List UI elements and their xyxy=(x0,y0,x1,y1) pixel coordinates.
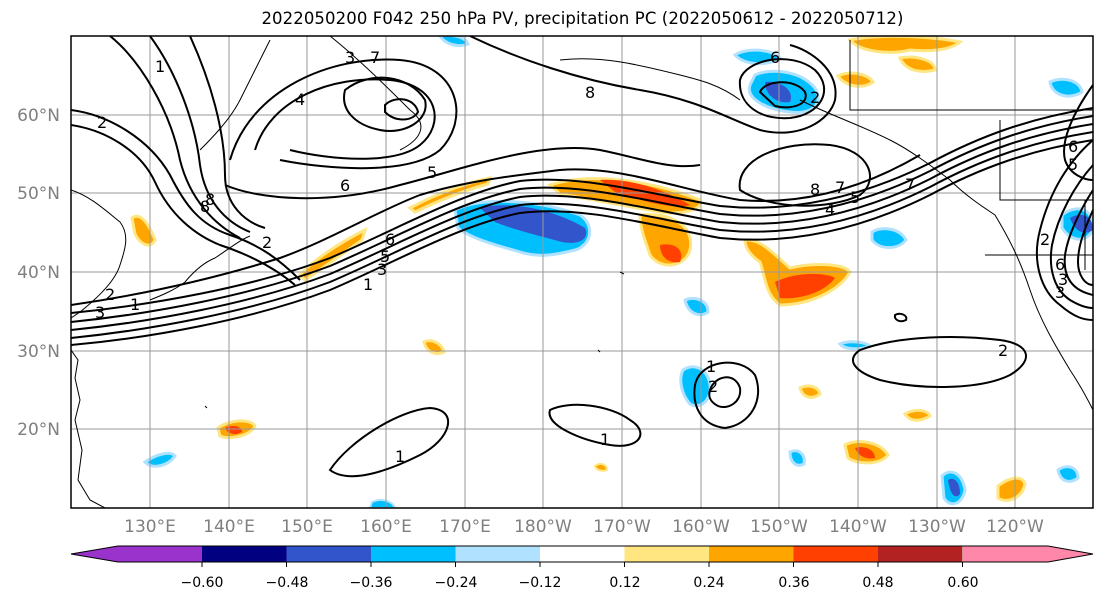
contour-label: 3 xyxy=(1055,283,1065,302)
colorbar-tick-label: −0.60 xyxy=(181,575,224,591)
graticule xyxy=(71,36,1093,508)
colorbar-segment xyxy=(286,546,371,562)
colorbar-segments xyxy=(70,545,1094,563)
contour-label: 1 xyxy=(130,295,140,314)
colorbar-tick-label: 0.48 xyxy=(862,575,893,591)
colorbar-tick-label: 0.60 xyxy=(947,575,978,591)
contour-label: 1 xyxy=(600,430,610,449)
longitude-labels: 130°E 140°E 150°E 160°E 170°E 180°W 170°… xyxy=(124,517,1044,537)
coastlines xyxy=(71,36,1093,508)
colorbar-outline xyxy=(70,545,1094,563)
contour-label: 6 xyxy=(1068,137,1078,156)
contour-label: 1 xyxy=(363,275,373,294)
lat-label: 30°N xyxy=(17,342,60,362)
colorbar-segment xyxy=(202,546,287,562)
colorbar-segment xyxy=(455,546,540,562)
contour-label: 1 xyxy=(155,57,165,76)
contour-label: 7 xyxy=(905,175,915,194)
contour-label: 3 xyxy=(377,260,387,279)
contour-label: 2 xyxy=(262,233,272,252)
contour-label: 8 xyxy=(200,197,210,216)
contour-label: 2 xyxy=(708,377,718,396)
contour-label: 5 xyxy=(1068,155,1078,174)
contour-label: 1 xyxy=(395,447,405,466)
colorbar-segment xyxy=(371,546,456,562)
lon-label: 150°E xyxy=(281,517,333,537)
lon-label: 140°W xyxy=(829,517,887,537)
colorbar-extend-low xyxy=(71,546,202,562)
colorbar-tick-label: −0.24 xyxy=(435,575,478,591)
contour-label: 2 xyxy=(105,285,115,304)
contour-label: 2 xyxy=(810,88,820,107)
latitude-labels: 60°N 50°N 40°N 30°N 20°N xyxy=(17,106,60,440)
colorbar-segment xyxy=(540,546,625,562)
lat-label: 50°N xyxy=(17,184,60,204)
contour-label: 4 xyxy=(295,90,305,109)
lon-label: 170°W xyxy=(593,517,651,537)
lon-label: 180°W xyxy=(514,517,572,537)
map-title: 2022050200 F042 250 hPa PV, precipitatio… xyxy=(261,9,904,28)
lon-label: 130°E xyxy=(124,517,176,537)
contour-label: 8 xyxy=(205,190,215,209)
colorbar-ticks xyxy=(201,562,963,567)
colorbar-segment xyxy=(624,546,709,562)
colorbar-segment xyxy=(793,546,878,562)
contour-label: 6 xyxy=(1055,255,1065,274)
contour-label: 7 xyxy=(835,178,845,197)
contour-label: 5 xyxy=(380,247,390,266)
colorbar-tick-labels: −0.60 −0.48 −0.36 −0.24 −0.12 0.12 0.24 … xyxy=(181,575,979,591)
lon-label: 160°E xyxy=(360,517,412,537)
contour-label: 3 xyxy=(95,303,105,322)
lat-label: 60°N xyxy=(17,106,60,126)
colorbar-extend-high xyxy=(963,546,1093,562)
lon-label: 130°W xyxy=(908,517,966,537)
contour-label: 2 xyxy=(97,113,107,132)
lat-label: 20°N xyxy=(17,420,60,440)
colorbar-tick-label: 0.24 xyxy=(693,575,724,591)
lon-label: 150°W xyxy=(750,517,808,537)
pv-contours xyxy=(71,36,1093,478)
contour-label: 4 xyxy=(825,200,835,219)
colorbar-tick-label: 0.36 xyxy=(778,575,809,591)
contour-label: 1 xyxy=(706,357,716,376)
lon-label: 120°W xyxy=(986,517,1044,537)
contour-labels: 1 2 3 4 5 6 7 8 8 2 3 6 5 8 7 4 5 6 3 1 … xyxy=(95,48,1078,466)
map-frame xyxy=(70,35,1094,509)
contour-label: 2 xyxy=(1040,230,1050,249)
lat-label: 40°N xyxy=(17,263,60,283)
contour-label: 2 xyxy=(998,341,1008,360)
contour-label: 6 xyxy=(385,230,395,249)
lon-label: 140°E xyxy=(203,517,255,537)
colorbar-tick-label: −0.36 xyxy=(350,575,393,591)
colorbar-segment xyxy=(709,546,794,562)
contour-label: 5 xyxy=(427,163,437,182)
contour-label: 7 xyxy=(370,48,380,67)
contour-label: 3 xyxy=(1058,270,1068,289)
colorbar-tick-label: −0.48 xyxy=(266,575,309,591)
contour-label: 6 xyxy=(340,176,350,195)
colorbar-tick-label: −0.12 xyxy=(519,575,562,591)
contour-label: 8 xyxy=(810,180,820,199)
lon-label: 160°W xyxy=(672,517,730,537)
lon-label: 170°E xyxy=(439,517,491,537)
contour-label: 3 xyxy=(345,48,355,67)
contour-label: 5 xyxy=(850,188,860,207)
contour-label: 6 xyxy=(770,48,780,67)
colorbar-segment xyxy=(878,546,963,562)
colorbar-tick-label: 0.12 xyxy=(609,575,640,591)
contour-label: 8 xyxy=(585,83,595,102)
